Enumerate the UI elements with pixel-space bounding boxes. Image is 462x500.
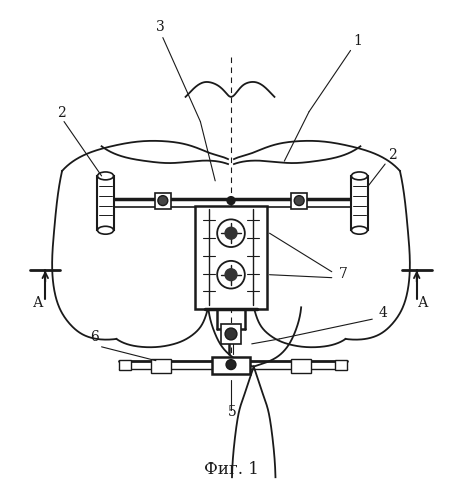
Circle shape (227, 196, 235, 204)
Bar (291, 192, 307, 208)
Text: 1: 1 (353, 34, 362, 48)
Bar (351, 176, 368, 230)
Bar (335, 360, 346, 370)
Circle shape (158, 196, 168, 205)
Circle shape (217, 220, 245, 247)
Bar (97, 176, 115, 230)
Ellipse shape (352, 172, 367, 180)
Text: А: А (418, 296, 428, 310)
Circle shape (225, 328, 237, 340)
Text: 2: 2 (388, 148, 397, 162)
Text: 5: 5 (228, 405, 237, 419)
Bar (155, 192, 171, 208)
Circle shape (226, 360, 236, 370)
Ellipse shape (352, 226, 367, 234)
Text: 4: 4 (378, 306, 387, 320)
Text: 2: 2 (57, 106, 66, 120)
Circle shape (294, 196, 304, 205)
Ellipse shape (97, 226, 114, 234)
Bar (151, 358, 171, 372)
Text: А: А (32, 296, 43, 310)
Text: 7: 7 (339, 266, 347, 280)
Bar (221, 324, 241, 344)
Ellipse shape (97, 172, 114, 180)
Text: 6: 6 (90, 330, 98, 344)
Bar (119, 360, 131, 370)
Text: Фиг. 1: Фиг. 1 (204, 461, 258, 478)
Bar (291, 358, 311, 372)
Circle shape (225, 269, 237, 280)
Circle shape (217, 261, 245, 288)
Circle shape (225, 228, 237, 239)
Bar (195, 206, 267, 310)
Bar (212, 356, 250, 374)
Text: 3: 3 (156, 20, 164, 34)
